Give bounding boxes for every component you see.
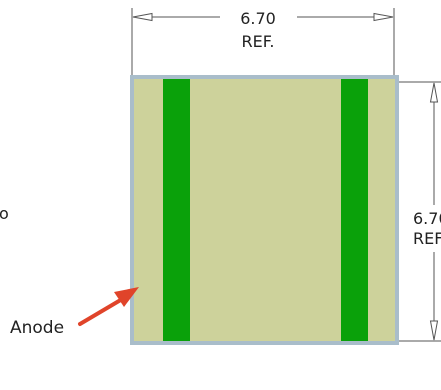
stripe-left <box>163 79 190 341</box>
right-dimension-arrow-top <box>429 82 439 103</box>
right-dimension-ref: REF. <box>413 229 441 248</box>
right-dimension-arrow-bottom <box>429 320 439 341</box>
stripe-right <box>341 79 368 341</box>
anode-label: Anode <box>10 318 64 338</box>
top-dimension-arrow-right <box>373 12 394 22</box>
top-dimension-value: 6.70 <box>240 9 276 28</box>
top-dimension-ref: REF. <box>242 32 275 51</box>
anode-callout-arrowhead <box>114 287 139 307</box>
right-dimension-value: 6.70 <box>413 209 441 228</box>
top-dimension-arrow-left <box>132 12 153 22</box>
left-stray-char: o <box>0 204 9 223</box>
anode-callout-arrow-shaft <box>78 296 126 326</box>
